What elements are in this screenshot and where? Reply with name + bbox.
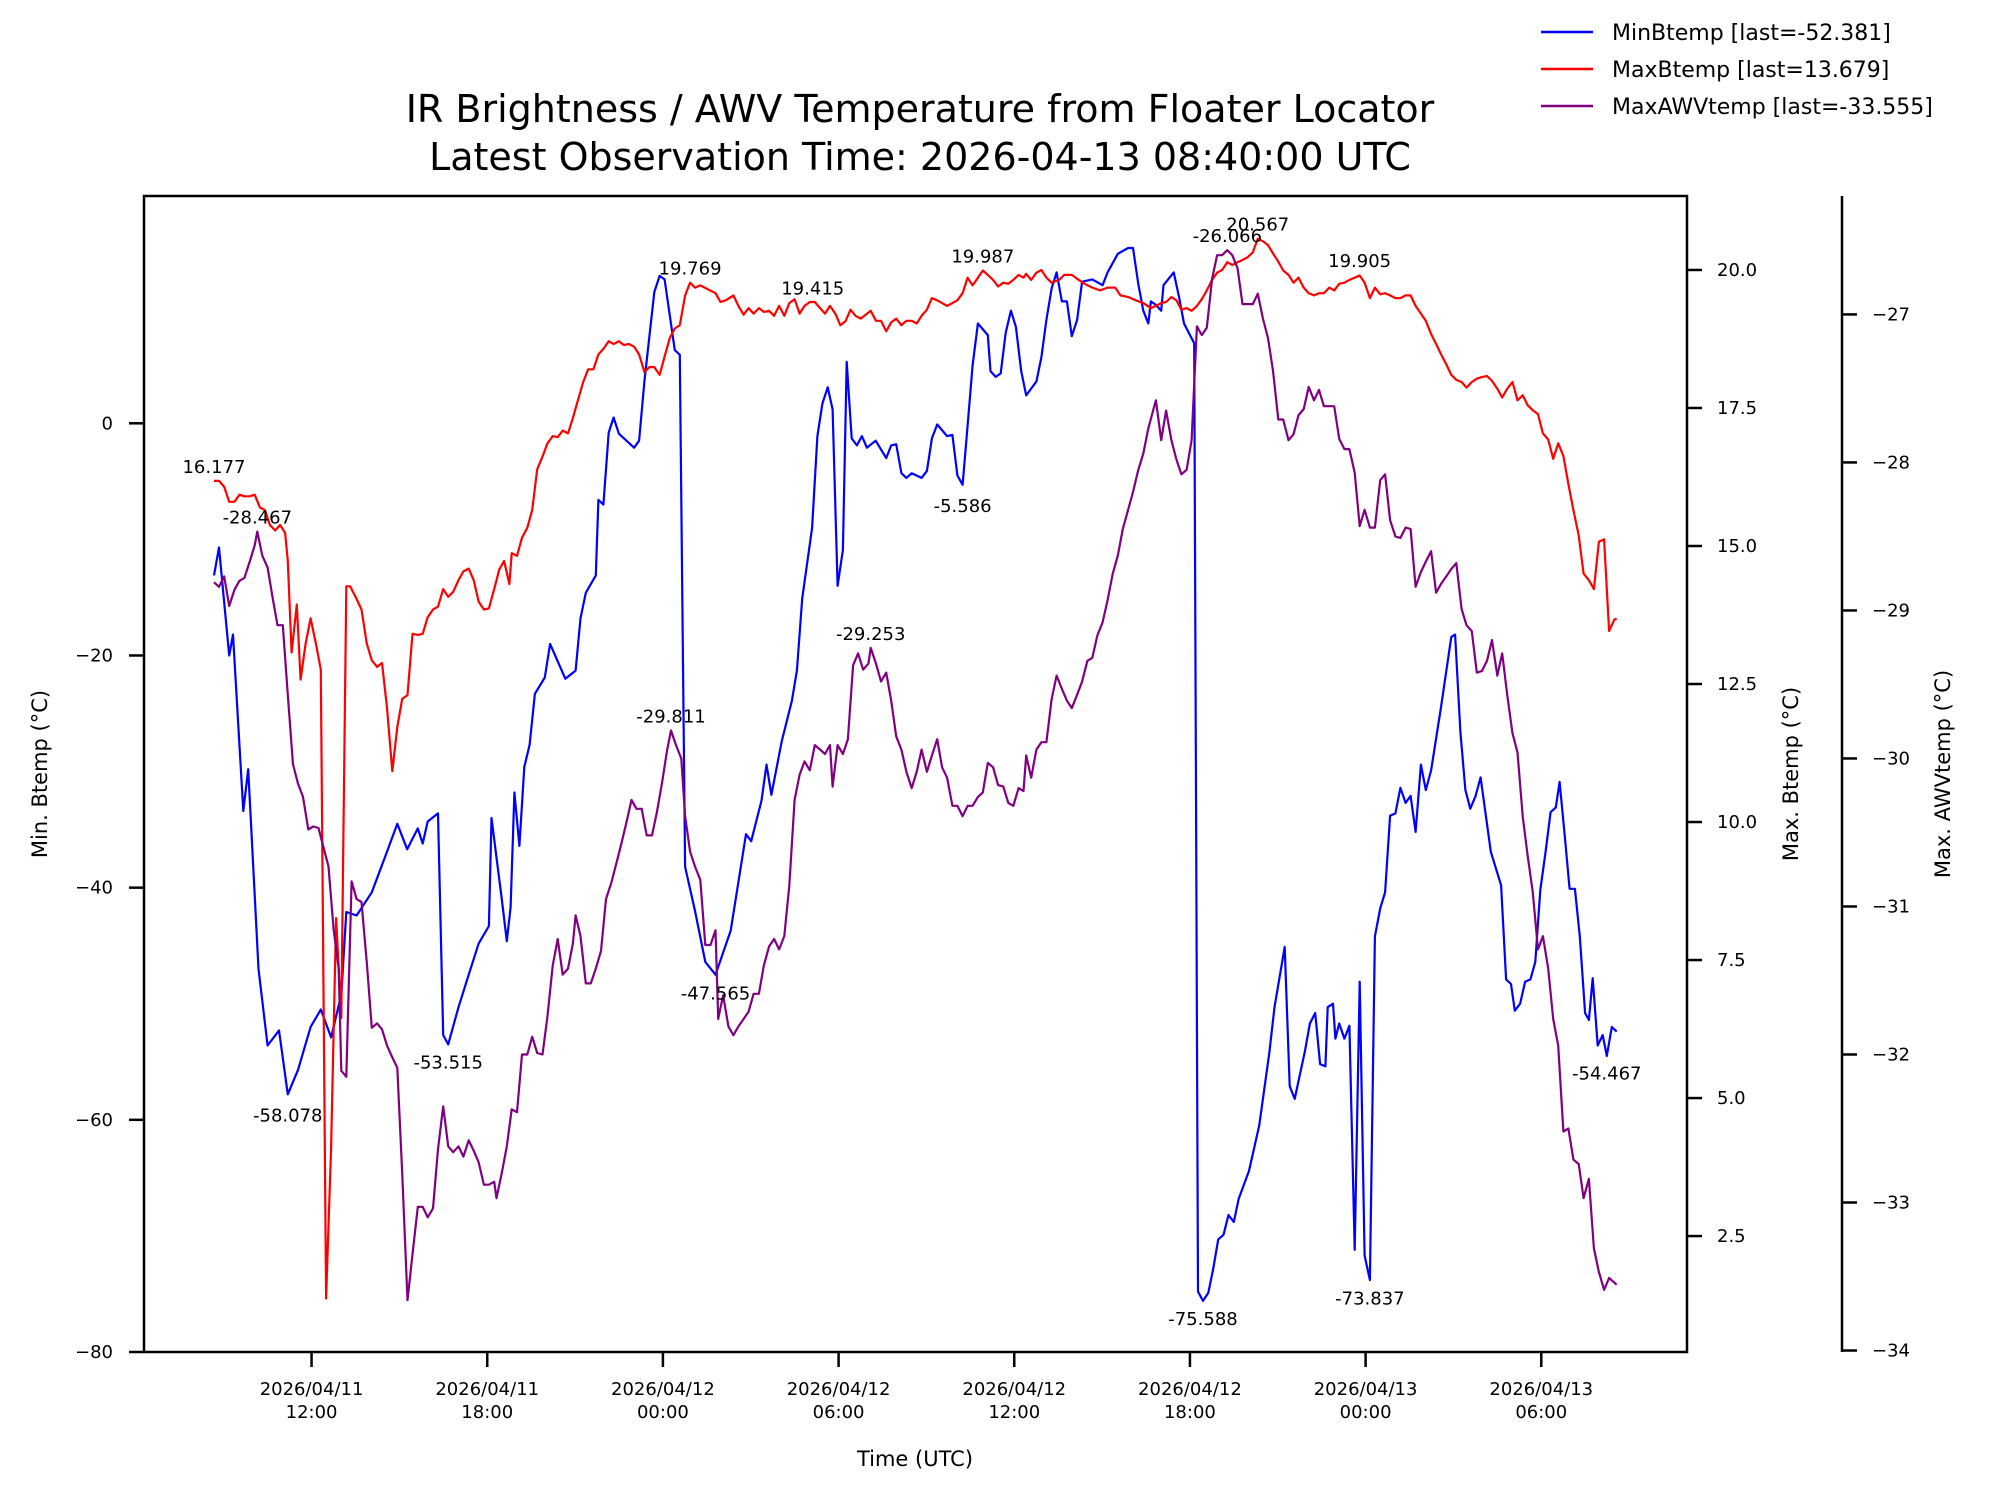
annotation-label: 19.905	[1328, 251, 1391, 272]
x-tick-label-date: 2026/04/12	[1138, 1379, 1242, 1400]
x-tick-label-date: 2026/04/13	[1314, 1379, 1418, 1400]
annotation-label: 20.567	[1226, 215, 1289, 236]
awv-y-tick-label: −32	[1872, 1044, 1910, 1065]
awv-y-tick-label: −34	[1872, 1341, 1910, 1362]
legend-label-maxbtemp: MaxBtemp [last=13.679]	[1612, 58, 1889, 83]
x-tick-label-time: 12:00	[988, 1402, 1040, 1423]
annotation-label: -75.588	[1168, 1309, 1237, 1330]
annotation-label: -26.066	[1193, 226, 1262, 247]
x-tick-label-date: 2026/04/11	[260, 1379, 364, 1400]
plot-frame	[142, 194, 1689, 1354]
x-tick-label-date: 2026/04/13	[1489, 1379, 1593, 1400]
awv-y-tick-label: −27	[1872, 304, 1910, 325]
annotation-label: 16.177	[182, 457, 245, 478]
x-tick-label-time: 12:00	[286, 1402, 338, 1423]
x-tick-label-time: 06:00	[813, 1402, 865, 1423]
right-y-tick-label: 20.0	[1717, 260, 1757, 281]
chart-subtitle: Latest Observation Time: 2026-04-13 08:4…	[429, 135, 1411, 179]
x-tick-label-date: 2026/04/12	[787, 1379, 891, 1400]
x-tick-label-time: 18:00	[1164, 1402, 1216, 1423]
annotation-label: -54.467	[1572, 1064, 1641, 1085]
annotation-label: -73.837	[1335, 1288, 1404, 1309]
awv-y-axis-label: Max. AWVtemp (°C)	[1931, 670, 1955, 878]
x-tick-label-time: 18:00	[461, 1402, 513, 1423]
series-line-maxawvtemp	[213, 249, 1618, 1302]
x-tick-label-time: 06:00	[1515, 1402, 1567, 1423]
series-line-maxbtemp	[214, 237, 1617, 1300]
annotation-label: -58.078	[253, 1106, 322, 1127]
legend: MinBtemp [last=-52.381] MaxBtemp [last=13…	[1541, 21, 1933, 120]
awv-y-tick-label: −33	[1872, 1193, 1910, 1214]
left-y-tick-label: −60	[75, 1110, 113, 1131]
right-y-tick-label: 10.0	[1717, 812, 1757, 833]
annotation-label: -5.586	[934, 496, 992, 517]
left-y-tick-label: −20	[75, 645, 113, 666]
awv-y-tick-label: −28	[1872, 452, 1910, 473]
annotation-label: -29.811	[636, 706, 705, 727]
right-y-tick-label: 2.5	[1717, 1226, 1746, 1247]
left-y-tick-label: −40	[75, 878, 113, 899]
x-axis-label: Time (UTC)	[856, 1447, 973, 1471]
annotation-label: -53.515	[413, 1053, 482, 1074]
x-tick-label-date: 2026/04/12	[962, 1379, 1066, 1400]
annotation-label: -29.253	[836, 624, 905, 645]
legend-label-minbtemp: MinBtemp [last=-52.381]	[1612, 21, 1891, 46]
awv-y-tick-label: −31	[1872, 896, 1910, 917]
x-tick-label-time: 00:00	[637, 1402, 689, 1423]
annotation-label: 19.415	[781, 278, 844, 299]
chart-title: IR Brightness / AWV Temperature from Flo…	[406, 87, 1435, 131]
annotation-label: -47.565	[681, 983, 750, 1004]
left-y-tick-label: −80	[75, 1342, 113, 1363]
right-y-axis-label: Max. Btemp (°C)	[1779, 687, 1803, 861]
right-y-tick-label: 7.5	[1717, 950, 1746, 971]
right-y-tick-label: 17.5	[1717, 398, 1757, 419]
left-y-tick-label: 0	[102, 413, 113, 434]
series-line-minbtemp	[212, 246, 1618, 1302]
annotation-label: -28.467	[223, 508, 292, 529]
x-tick-label-date: 2026/04/11	[435, 1379, 539, 1400]
right-y-tick-label: 15.0	[1717, 536, 1757, 557]
annotation-label: 19.769	[659, 259, 722, 280]
right-y-tick-label: 5.0	[1717, 1088, 1746, 1109]
annotation-label: 19.987	[951, 247, 1014, 268]
right-y-tick-label: 12.5	[1717, 674, 1757, 695]
legend-label-maxawvtemp: MaxAWVtemp [last=-33.555]	[1612, 95, 1933, 120]
x-tick-label-date: 2026/04/12	[611, 1379, 715, 1400]
left-y-axis-label: Min. Btemp (°C)	[28, 690, 52, 858]
x-tick-label-time: 00:00	[1340, 1402, 1392, 1423]
awv-y-tick-label: −29	[1872, 600, 1910, 621]
awv-y-tick-label: −30	[1872, 748, 1910, 769]
